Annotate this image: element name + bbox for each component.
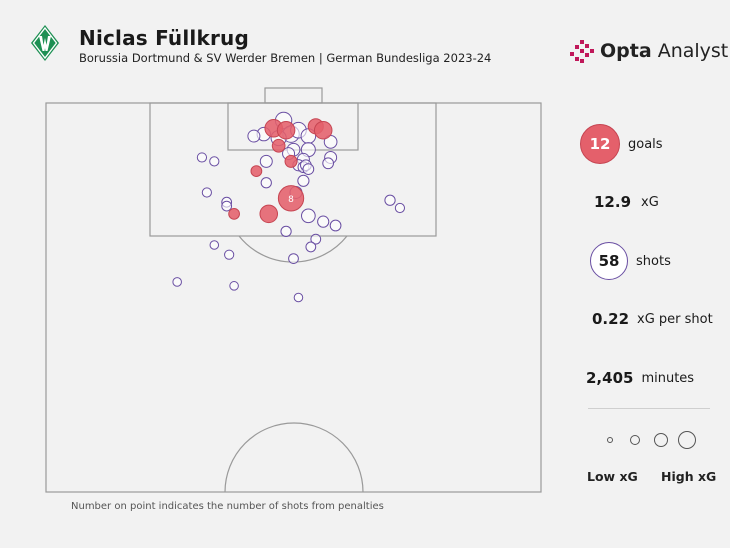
- shot-point-26: [260, 177, 272, 189]
- goal-shot-point-25: [250, 165, 263, 177]
- xg-per-shot-label: xG per shot: [637, 311, 713, 327]
- shot-point-43: [310, 233, 322, 245]
- shot-point-24: [322, 157, 335, 170]
- goal-shot-point-3: [313, 120, 333, 140]
- goal-shot-point-17: [284, 154, 298, 168]
- shot-point-42: [280, 225, 292, 238]
- shot-point-45: [209, 240, 220, 250]
- goal-shot-point-29: [277, 185, 305, 212]
- minutes-value: 2,405: [586, 369, 634, 387]
- shot-point-44: [305, 241, 317, 253]
- shot-point-10: [247, 129, 261, 143]
- shot-point-48: [172, 277, 182, 287]
- shot-point-22: [302, 163, 315, 176]
- centre-circle: [224, 422, 364, 493]
- goal-shot-point-13: [271, 138, 286, 153]
- shot-point-31: [209, 156, 220, 167]
- shot-point-49: [229, 281, 239, 291]
- xg-size-legend: [607, 431, 696, 449]
- shot-point-34: [221, 200, 233, 212]
- footnote: Number on point indicates the number of …: [71, 501, 384, 512]
- legend-size-circle-1: [630, 435, 640, 445]
- stats-divider: [588, 408, 710, 409]
- stat-shots: 58 shots: [590, 241, 730, 281]
- legend-size-circle-2: [654, 433, 668, 447]
- penalty-area: [149, 102, 437, 237]
- shot-point-27: [297, 174, 310, 187]
- legend-size-circle-3: [678, 431, 696, 449]
- opta-logo-icon: [570, 40, 594, 63]
- stat-xg-per-shot: 0.22 xG per shot: [592, 299, 730, 339]
- shot-point-41: [394, 202, 406, 214]
- xg-label: xG: [641, 194, 659, 210]
- xg-value: 12.9: [594, 193, 632, 211]
- minutes-label: minutes: [641, 370, 695, 386]
- shot-point-32: [201, 187, 212, 198]
- shots-label: shots: [636, 253, 671, 269]
- penalty-count-label: 8: [288, 195, 294, 205]
- stat-xg: 12.9 xG: [594, 182, 730, 222]
- brand-logo: Opta Analyst: [568, 38, 728, 66]
- shot-point-18: [259, 154, 273, 168]
- xg-per-shot-value: 0.22: [592, 310, 630, 328]
- brand-name-bold: Opta: [600, 40, 652, 62]
- goal-shot-point-36: [259, 204, 279, 224]
- legend-high-label: High xG: [661, 469, 717, 484]
- shot-point-47: [288, 253, 299, 264]
- shot-point-50: [293, 292, 304, 303]
- shot-point-30: [196, 152, 208, 163]
- shot-point-40: [384, 194, 396, 206]
- shots-value: 58: [590, 242, 628, 280]
- page-subtitle: Borussia Dortmund & SV Werder Bremen | G…: [79, 51, 492, 65]
- legend-size-circle-0: [607, 437, 613, 443]
- shot-point-39: [329, 219, 342, 232]
- shot-point-37: [301, 208, 316, 224]
- goal-frame: [264, 87, 323, 104]
- shots-layer: 8: [172, 111, 406, 303]
- shot-point-46: [224, 249, 235, 260]
- legend-low-label: Low xG: [587, 469, 638, 484]
- page-title: Niclas Füllkrug: [79, 26, 250, 50]
- goals-value: 12: [580, 124, 620, 164]
- shot-point-38: [317, 215, 330, 228]
- pitch-lines: [45, 87, 542, 493]
- goals-label: goals: [628, 136, 663, 152]
- brand-name-rest: Analyst: [651, 40, 729, 62]
- goal-shot-point-1: [276, 120, 296, 140]
- stat-goals: 12 goals: [580, 124, 725, 164]
- stat-minutes: 2,405 minutes: [586, 358, 730, 398]
- goal-shot-point-35: [228, 207, 240, 220]
- club-crest-icon: [31, 25, 59, 61]
